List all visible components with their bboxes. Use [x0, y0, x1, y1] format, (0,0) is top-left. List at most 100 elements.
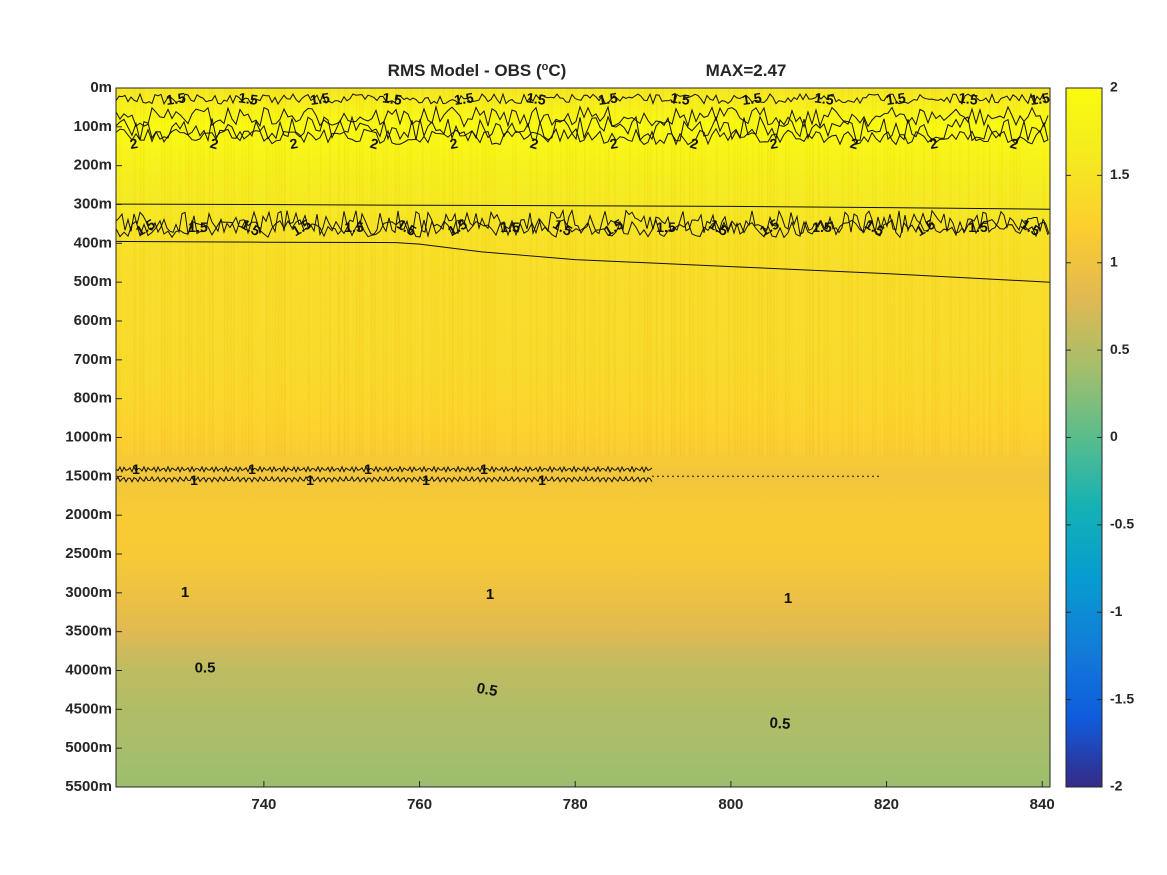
y-tick-label: 3000m: [65, 584, 112, 601]
texture-streak: [569, 88, 571, 457]
texture-streak: [944, 88, 946, 457]
contour-dot: [682, 475, 684, 478]
y-tick-label: 5500m: [65, 778, 112, 795]
texture-streak: [548, 88, 550, 457]
texture-streak: [314, 88, 316, 457]
texture-streak: [533, 88, 535, 457]
contour-label: 1.5: [813, 89, 835, 108]
texture-streak: [326, 88, 328, 457]
contour-label: 2: [528, 135, 540, 153]
contour-label: 1.5: [597, 89, 619, 108]
texture-streak: [899, 88, 901, 457]
contour-dot: [657, 475, 659, 478]
texture-streak: [242, 88, 244, 457]
texture-streak: [587, 88, 589, 457]
texture-streak: [323, 88, 325, 457]
texture-streak: [713, 88, 715, 457]
contour-label: 2: [929, 135, 940, 152]
texture-streak: [167, 88, 169, 457]
texture-streak: [1001, 88, 1003, 457]
texture-streak: [566, 88, 568, 457]
texture-streak: [182, 88, 184, 457]
texture-streak: [971, 88, 973, 457]
contour-label: 2: [208, 135, 220, 153]
texture-streak: [236, 88, 238, 457]
texture-streak: [506, 88, 508, 457]
texture-streak: [590, 88, 592, 457]
texture-streak: [1019, 88, 1021, 457]
y-tick-label: 400m: [74, 234, 112, 251]
texture-streak: [422, 88, 424, 457]
texture-streak: [338, 88, 340, 457]
texture-streak: [791, 88, 793, 457]
contour-dot: [767, 475, 769, 478]
texture-streak: [671, 88, 673, 457]
texture-streak: [401, 88, 403, 457]
texture-streak: [638, 88, 640, 457]
contour-label: 1.5: [669, 89, 691, 108]
texture-streak: [476, 88, 478, 457]
texture-streak: [875, 88, 877, 457]
x-tick-label: 800: [718, 796, 743, 813]
texture-streak: [800, 88, 802, 457]
texture-streak: [812, 88, 814, 457]
texture-streak: [269, 88, 271, 457]
texture-streak: [686, 88, 688, 457]
texture-streak: [416, 88, 418, 457]
y-tick-label: 2500m: [65, 545, 112, 562]
texture-streak: [1007, 88, 1009, 457]
texture-streak: [446, 88, 448, 457]
texture-streak: [134, 88, 136, 457]
texture-streak: [332, 88, 334, 457]
contour-dot: [852, 475, 854, 478]
texture-streak: [176, 88, 178, 457]
texture-streak: [353, 88, 355, 457]
y-tick-label: 4000m: [65, 661, 112, 678]
contour-dot: [867, 475, 869, 478]
contour-line: [116, 104, 1049, 129]
texture-streak: [488, 88, 490, 457]
texture-streak: [131, 88, 133, 457]
texture-streak: [146, 88, 148, 457]
texture-streak: [1013, 88, 1015, 457]
contour-dot: [662, 475, 664, 478]
texture-streak: [317, 88, 319, 457]
texture-streak: [995, 88, 997, 457]
texture-streak: [458, 88, 460, 457]
texture-streak: [593, 88, 595, 457]
texture-streak: [149, 88, 151, 457]
heatmap-field: [116, 88, 1050, 787]
texture-streak: [737, 88, 739, 457]
contour-label: 0.5: [195, 659, 216, 676]
vertical-streaks: [119, 88, 1042, 457]
contour-line: [116, 475, 653, 483]
texture-streak: [779, 88, 781, 457]
texture-streak: [260, 88, 262, 457]
contour-dot: [832, 475, 834, 478]
texture-streak: [377, 88, 379, 457]
colorbar-tick-label: -2: [1110, 778, 1123, 794]
texture-streak: [254, 88, 256, 457]
texture-streak: [227, 88, 229, 457]
texture-streak: [695, 88, 697, 457]
texture-streak: [644, 88, 646, 457]
texture-streak: [461, 88, 463, 457]
texture-streak: [275, 88, 277, 457]
contour-label: 1: [486, 586, 494, 603]
texture-streak: [383, 88, 385, 457]
chart-title: RMS Model - OBS (oC): [388, 61, 567, 80]
texture-streak: [1031, 88, 1033, 457]
texture-streak: [152, 88, 154, 457]
y-tick-label: 700m: [74, 351, 112, 368]
texture-streak: [341, 88, 343, 457]
contour-dot: [802, 475, 804, 478]
texture-streak: [185, 88, 187, 457]
texture-streak: [191, 88, 193, 457]
texture-streak: [845, 88, 847, 457]
texture-streak: [836, 88, 838, 457]
texture-streak: [935, 88, 937, 457]
contour-dot: [727, 475, 729, 478]
texture-streak: [545, 88, 547, 457]
texture-streak: [1034, 88, 1036, 457]
texture-streak: [392, 88, 394, 457]
